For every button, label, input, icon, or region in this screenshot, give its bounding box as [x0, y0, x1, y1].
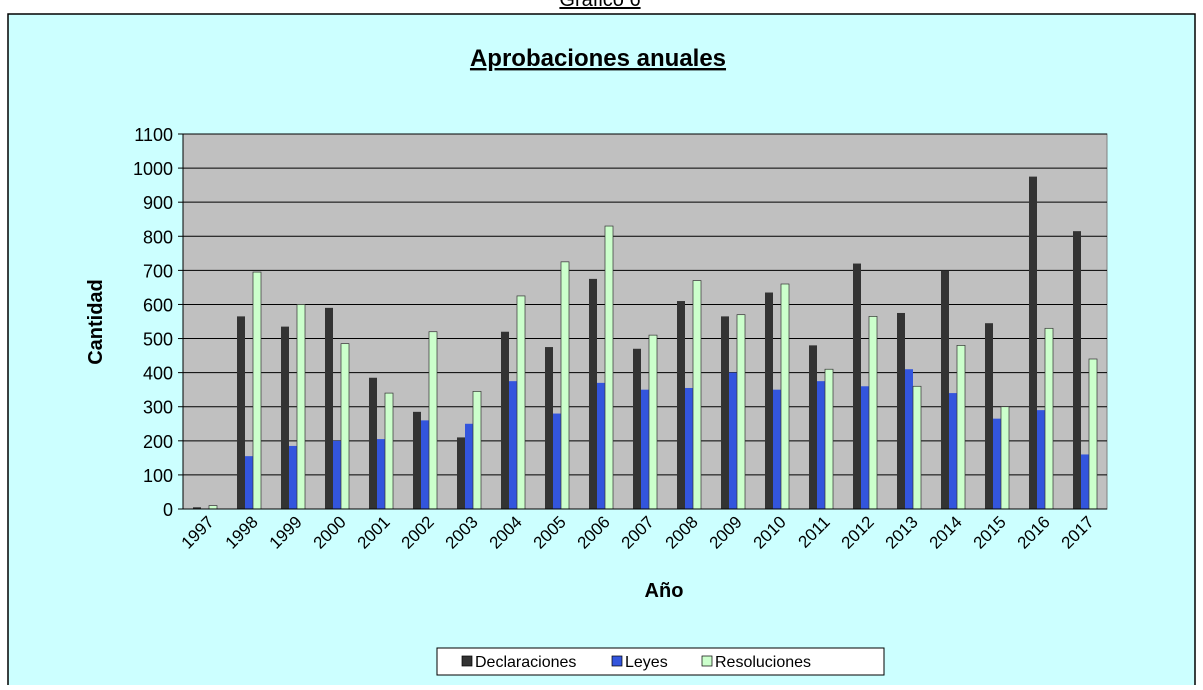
bar [281, 326, 289, 509]
bar [912, 385, 922, 510]
bar [472, 391, 482, 510]
legend-swatch [461, 655, 473, 667]
bar [604, 225, 614, 510]
bar [1088, 358, 1098, 510]
bar [897, 312, 905, 509]
bar [553, 413, 561, 509]
legend-swatch [611, 655, 623, 667]
bar [421, 420, 429, 509]
bar [597, 382, 605, 509]
bar [1037, 410, 1045, 509]
bar [1044, 327, 1054, 510]
bar [824, 368, 834, 510]
legend-label: Declaraciones [475, 654, 576, 671]
bar [325, 307, 333, 509]
bar [817, 381, 825, 509]
bar [1029, 176, 1037, 509]
legend-label: Leyes [625, 654, 668, 671]
bar [193, 507, 201, 509]
legend-label: Resoluciones [715, 654, 811, 671]
bar [560, 261, 570, 510]
bar [692, 280, 702, 510]
bar [237, 316, 245, 509]
bar [1000, 406, 1010, 510]
y-tick-label: 900 [143, 193, 173, 213]
bar [333, 440, 341, 509]
bar [780, 283, 790, 510]
bar [501, 331, 509, 509]
bar [861, 386, 869, 509]
bar [956, 345, 966, 510]
bar [384, 392, 394, 510]
y-tick-label: 500 [143, 330, 173, 350]
bar [252, 271, 262, 510]
bar [377, 439, 385, 509]
bar [773, 389, 781, 509]
bar [208, 505, 218, 510]
bar [677, 301, 685, 509]
y-axis-label: Cantidad [85, 279, 107, 365]
bar [509, 381, 517, 509]
y-tick-label: 1000 [133, 159, 173, 179]
bar [296, 304, 306, 510]
bar [648, 334, 658, 510]
bar [641, 389, 649, 509]
y-tick-label: 700 [143, 261, 173, 281]
bar [949, 393, 957, 509]
y-tick-label: 300 [143, 398, 173, 418]
page-header: Gráfico 6 [559, 0, 640, 11]
bar [809, 345, 817, 509]
legend-swatch [701, 655, 713, 667]
bar [545, 347, 553, 509]
bar [736, 314, 746, 510]
bar [633, 348, 641, 509]
bar [289, 445, 297, 509]
bar [1073, 231, 1081, 509]
y-tick-label: 1100 [134, 125, 173, 145]
bar [765, 292, 773, 509]
y-tick-label: 400 [143, 364, 173, 384]
x-axis-label: Año [645, 580, 684, 602]
bar [993, 418, 1001, 509]
bar [413, 411, 421, 509]
bar [1081, 454, 1089, 509]
bar [457, 437, 465, 509]
bar [941, 270, 949, 509]
bar [465, 423, 473, 509]
y-tick-label: 0 [163, 500, 173, 520]
bar [589, 278, 597, 509]
bar [340, 343, 350, 510]
bar [685, 387, 693, 509]
bar [853, 263, 861, 509]
bar [721, 316, 729, 509]
bar [905, 369, 913, 509]
bar [369, 377, 377, 509]
y-tick-label: 200 [143, 432, 173, 452]
y-tick-label: 100 [143, 466, 173, 486]
bar [868, 316, 878, 510]
y-tick-label: 600 [143, 295, 173, 315]
bar [729, 372, 737, 509]
chart-title: Aprobaciones anuales [470, 45, 726, 72]
bar [985, 323, 993, 509]
bar [428, 331, 438, 510]
bar [516, 295, 526, 510]
legend [436, 647, 885, 676]
bar [245, 456, 253, 509]
y-tick-label: 800 [143, 227, 173, 247]
